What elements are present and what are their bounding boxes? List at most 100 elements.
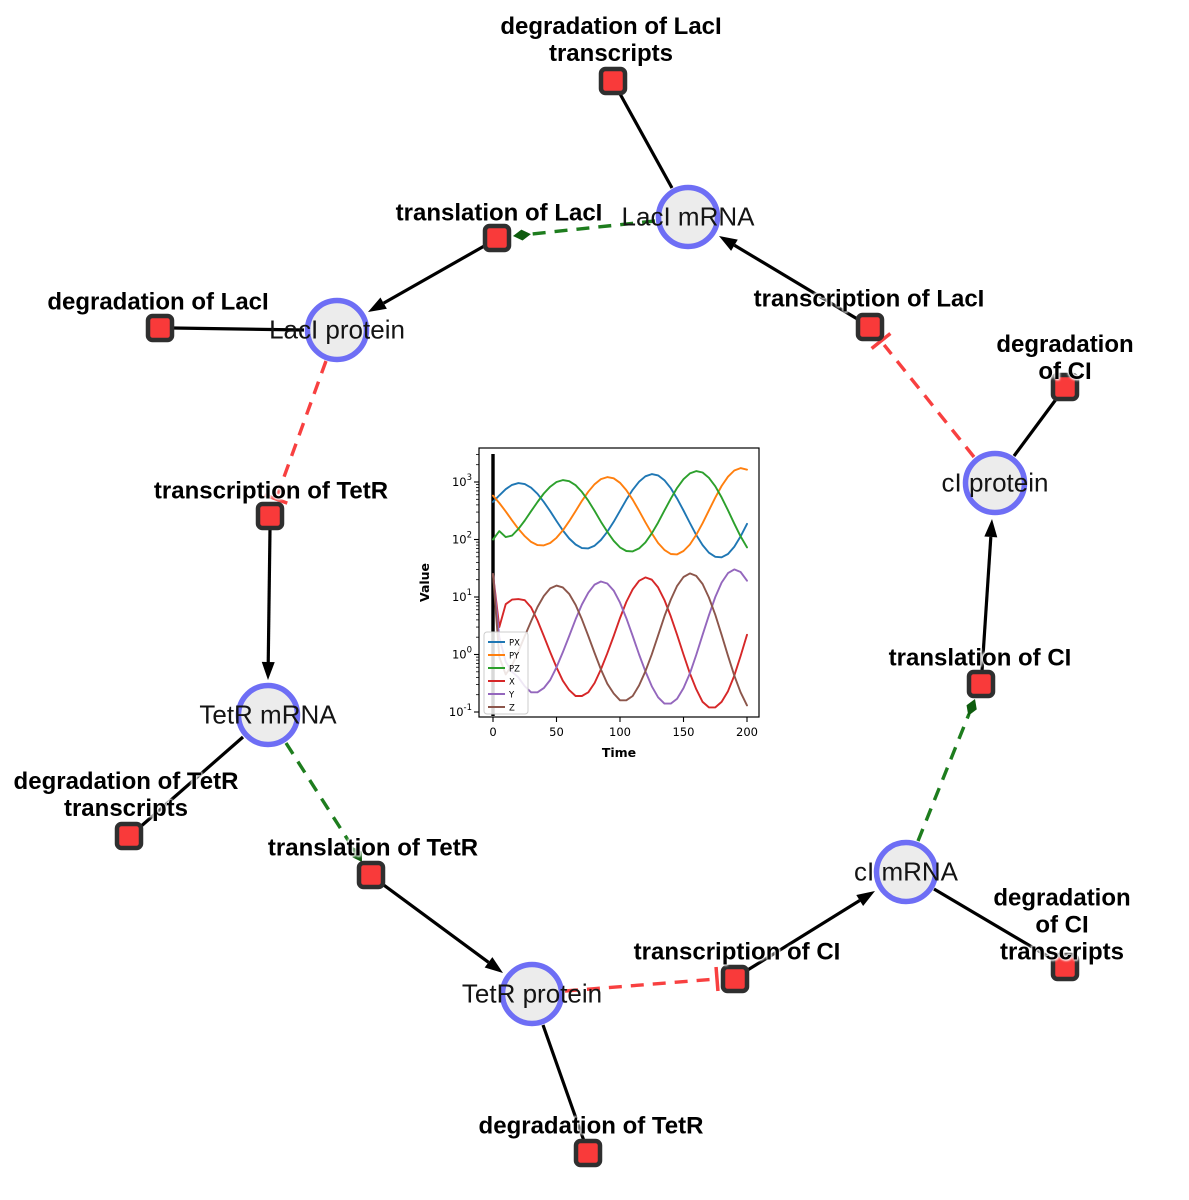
- reaction-node-translation-ci: [966, 669, 996, 699]
- legend-item-Y: Y: [488, 691, 515, 701]
- edge-ci-mrna-to-deg-transcripts: [933, 887, 1055, 962]
- species-label-ci-protein: cI protein: [941, 467, 1049, 498]
- species-node-ci-protein: [962, 450, 1028, 516]
- chart-frame: [478, 447, 760, 718]
- species-label-laci-protein: LacI protein: [269, 314, 405, 345]
- legend-item-PX: PX: [488, 639, 520, 649]
- reaction-node-deg-laci-transcripts: [598, 66, 628, 96]
- edge-laci-protein-inhibits-tetr-tx: [264, 360, 328, 505]
- species-node-laci-mrna: [655, 184, 721, 250]
- reaction-node-transcription-ci: [720, 964, 750, 994]
- reaction-label-transcription-tetr: transcription of TetR: [153, 477, 389, 505]
- species-node-tetr-protein: [499, 961, 565, 1027]
- edge-translation-tetr-to-protein: [380, 881, 503, 973]
- reaction-label-translation-tetr: translation of TetR: [267, 834, 479, 862]
- edge-laci-protein-to-deg: [172, 326, 305, 332]
- series-line-PX: [492, 473, 748, 559]
- arrowhead-icon: [484, 957, 503, 973]
- edge-laci-mrna-mod-translation: [513, 219, 656, 241]
- reaction-label-translation-laci: translation of LacI: [395, 199, 603, 227]
- legend-label: Y: [508, 691, 515, 701]
- arrowhead-icon: [261, 661, 275, 680]
- y-tick-label: 103: [452, 473, 472, 489]
- y-tick-label: 100: [452, 646, 472, 662]
- species-node-tetr-mrna: [235, 682, 301, 748]
- series-line-PZ: [492, 470, 748, 553]
- x-tick-label: 100: [609, 725, 631, 739]
- reaction-label-deg-tetr: degradation of TetR: [478, 1112, 704, 1140]
- series-line-PY: [492, 467, 748, 556]
- reaction-label-deg-laci-transcripts: degradation of LacI transcripts: [500, 13, 722, 67]
- edge-transcription-laci-to-mrna: [719, 236, 860, 322]
- reaction-node-deg-ci: [1050, 372, 1080, 402]
- x-tick-label: 0: [489, 725, 496, 739]
- x-axis-label: Time: [602, 745, 636, 760]
- reaction-label-transcription-ci: transcription of CI: [633, 938, 841, 966]
- arrowhead-icon: [719, 236, 738, 251]
- reaction-label-deg-ci-transcripts: degradation of CI transcripts: [993, 884, 1131, 966]
- legend-label: PZ: [509, 665, 520, 675]
- arrowhead-icon: [368, 297, 387, 312]
- edge-laci-mrna-to-deg-transcripts: [617, 91, 674, 189]
- series-line-X: [492, 573, 748, 709]
- arrowhead-icon: [984, 519, 998, 538]
- reaction-node-translation-laci: [482, 223, 512, 253]
- legend-item-PY: PY: [488, 652, 520, 662]
- legend-label: PY: [509, 652, 520, 662]
- edge-transcription-ci-to-mrna: [745, 891, 875, 973]
- edge-tetr-mrna-mod-translation: [284, 742, 362, 862]
- inhibition-bar-icon: [264, 493, 288, 505]
- legend-box: [483, 631, 529, 715]
- edge-tetr-protein-to-deg: [541, 1024, 586, 1142]
- modifier-diamond-icon: [352, 846, 362, 862]
- edge-translation-laci-to-protein: [368, 243, 487, 312]
- modifier-diamond-icon: [513, 229, 531, 241]
- reaction-label-transcription-laci: transcription of LacI: [753, 285, 985, 313]
- edge-tetr-mrna-to-deg-transcripts: [137, 735, 245, 830]
- x-tick-label: 50: [549, 725, 564, 739]
- y-axis-label: Value: [417, 563, 432, 602]
- species-label-tetr-mrna: TetR mRNA: [199, 699, 337, 730]
- legend-item-Z: Z: [488, 704, 515, 714]
- reaction-label-deg-laci: degradation of LacI: [47, 288, 269, 316]
- reaction-label-translation-ci: translation of CI: [888, 644, 1072, 672]
- series-line-Z: [492, 572, 748, 707]
- legend-item-PZ: PZ: [488, 665, 520, 675]
- edge-ci-protein-to-deg: [1012, 397, 1059, 457]
- edge-ci-mrna-mod-translation: [916, 699, 977, 842]
- y-tick-label: 101: [452, 588, 472, 604]
- species-node-ci-mrna: [873, 839, 939, 905]
- x-tick-label: 150: [673, 725, 695, 739]
- modifier-diamond-icon: [966, 699, 977, 716]
- legend-label: Z: [509, 704, 515, 714]
- legend-item-X: X: [488, 678, 515, 688]
- edge-translation-ci-to-protein: [980, 519, 998, 672]
- y-tick-label: 10-1: [449, 703, 472, 719]
- reaction-label-deg-ci: degradation of CI: [996, 331, 1134, 385]
- edge-ci-protein-inhibits-laci-tx: [870, 332, 976, 459]
- edge-transcription-tetr-to-mrna: [261, 528, 275, 680]
- reaction-node-transcription-tetr: [255, 501, 285, 531]
- timecourse-plot: 0 50 100 150 20010310210110010-1TimeValuePXP…: [417, 447, 760, 760]
- species-node-laci-protein: [304, 297, 370, 363]
- reaction-node-deg-tetr-transcripts: [114, 821, 144, 851]
- reaction-node-translation-tetr: [356, 860, 386, 890]
- arrowhead-icon: [856, 891, 875, 907]
- inhibition-bar-icon: [870, 332, 892, 350]
- y-tick-label: 102: [452, 531, 472, 547]
- legend: PX PY PZ XYZ: [483, 631, 529, 715]
- species-label-tetr-protein: TetR protein: [461, 978, 603, 1009]
- reaction-node-deg-laci: [145, 313, 175, 343]
- edge-tetr-protein-inhibits-ci-tx: [564, 966, 720, 993]
- reaction-node-transcription-laci: [855, 312, 885, 342]
- x-tick-label: 200: [736, 725, 758, 739]
- inhibition-bar-icon: [714, 966, 720, 992]
- reaction-node-deg-ci-transcripts: [1050, 952, 1080, 982]
- species-label-laci-mrna: LacI mRNA: [621, 201, 755, 232]
- series-line-Y: [492, 568, 748, 705]
- legend-label: PX: [509, 639, 520, 649]
- reaction-label-deg-tetr-transcripts: degradation of TetR transcripts: [13, 768, 239, 822]
- legend-label: X: [509, 678, 515, 688]
